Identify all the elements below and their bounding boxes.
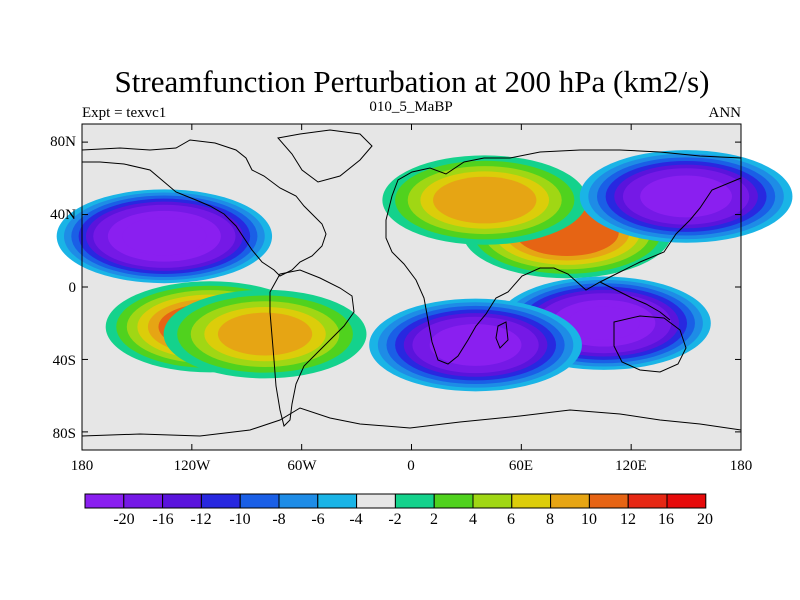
coastline-australia: [613, 315, 687, 373]
coastline-antarctica: [81, 407, 742, 437]
colorbar-label: 4: [469, 511, 477, 528]
colorbar-box: [394, 493, 435, 509]
contour-fill: [433, 176, 537, 224]
axis-ticks: [81, 124, 742, 450]
x-tick-label: 60W: [287, 458, 317, 474]
colorbar-label: -16: [152, 511, 173, 528]
coastline-maritime: [599, 281, 671, 321]
left-string: Expt = texvc1: [82, 105, 166, 121]
colorbar-box: [550, 493, 590, 509]
colorbar-box: [278, 493, 319, 509]
coastline-north-america: [81, 139, 327, 277]
colorbar-label: 20: [697, 511, 713, 528]
colorbar-box: [511, 493, 552, 509]
x-tick-label: 180: [730, 458, 753, 474]
colorbar-box: [472, 493, 513, 509]
colorbar-label: 8: [546, 511, 554, 528]
colorbar-label: 16: [658, 511, 674, 528]
colorbar-box: [356, 493, 396, 509]
x-tick-label: 0: [407, 458, 415, 474]
contour-fill: [122, 217, 207, 256]
colorbar-label: -4: [349, 511, 362, 528]
colorbar-label: -6: [311, 511, 324, 528]
colorbar-boxes: [84, 493, 707, 509]
colorbar-box: [162, 493, 202, 509]
colorbar-box: [433, 493, 474, 509]
x-tick-labels: 180 120W 60W 0 60E 120E 180: [71, 458, 753, 474]
x-tick-label: 120W: [174, 458, 212, 474]
y-tick-label: 40S: [53, 353, 76, 369]
colorbar-label: 12: [620, 511, 636, 528]
colorbar: -20 -16 -12 -10 -8 -6 -4 -2 2 4 6 8 10 1…: [84, 493, 713, 528]
coastline-madagascar: [495, 321, 509, 349]
colorbar-label: -2: [388, 511, 401, 528]
contour-fill: [429, 324, 522, 366]
colorbar-box: [123, 493, 164, 509]
colorbar-box: [317, 493, 358, 509]
colorbar-labels: -20 -16 -12 -10 -8 -6 -4 -2 2 4 6 8 10 1…: [113, 511, 713, 528]
coastline-africa-eurasia: [385, 149, 742, 365]
colorbar-box: [627, 493, 668, 509]
colorbar-box: [84, 493, 125, 509]
contour-fill: [567, 306, 640, 340]
contour-fill-layer: [56, 150, 793, 392]
coastline-south-america: [269, 269, 355, 427]
chart-title: Streamfunction Perturbation at 200 hPa (…: [115, 64, 710, 99]
colorbar-label: 6: [507, 511, 515, 528]
y-tick-labels: 80N 40N 0 40S 80S: [50, 134, 76, 442]
contour-fill: [640, 175, 732, 218]
contour-fill: [217, 312, 313, 356]
right-string: ANN: [709, 105, 742, 121]
colorbar-label: -8: [272, 511, 285, 528]
coastline-greenland: [277, 129, 373, 183]
colorbar-label: -10: [229, 511, 250, 528]
colorbar-label: -12: [190, 511, 211, 528]
y-tick-label: 80S: [53, 426, 76, 442]
y-tick-label: 40N: [50, 207, 76, 223]
colorbar-box: [588, 493, 629, 509]
colorbar-box: [666, 493, 707, 509]
y-tick-label: 80N: [50, 134, 76, 150]
map-panel: [56, 123, 793, 451]
center-string: 010_5_MaBP: [369, 99, 452, 115]
colorbar-label: -20: [113, 511, 134, 528]
x-tick-label: 60E: [509, 458, 533, 474]
colorbar-label: 10: [581, 511, 597, 528]
coastline-layer: [81, 129, 742, 437]
x-tick-label: 180: [71, 458, 94, 474]
y-tick-label: 0: [69, 280, 77, 296]
x-tick-label: 120E: [615, 458, 647, 474]
colorbar-box: [239, 493, 280, 509]
colorbar-box: [200, 493, 241, 509]
colorbar-label: 2: [430, 511, 438, 528]
